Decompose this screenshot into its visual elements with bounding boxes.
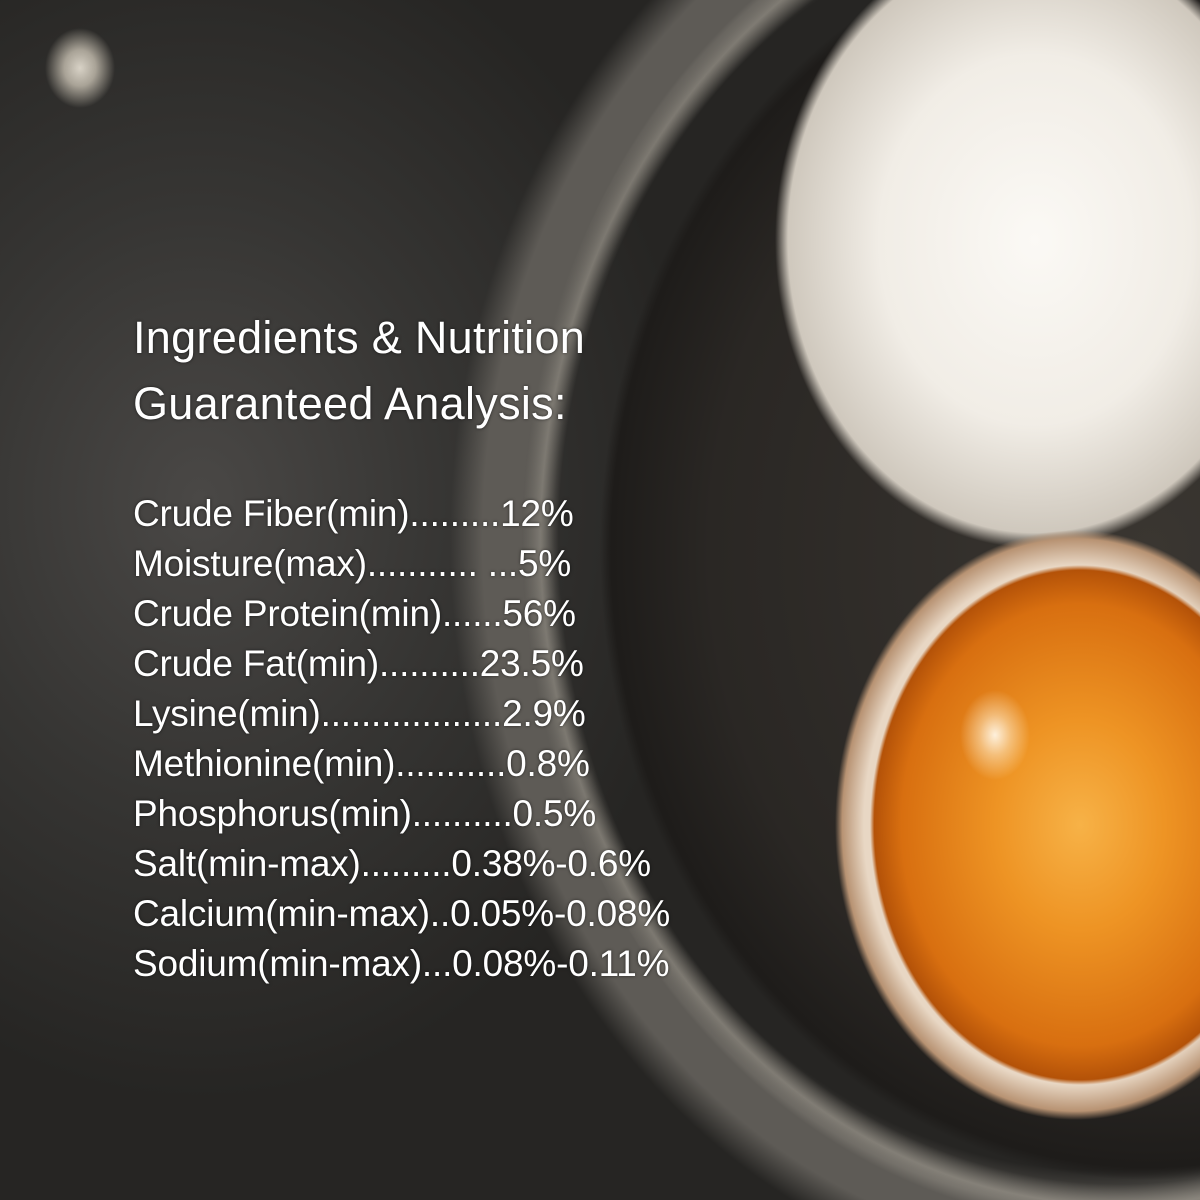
analysis-item: Moisture(max)........... ...5%: [133, 543, 572, 584]
analysis-item: Crude Protein(min)......56%: [133, 593, 576, 634]
analysis-item: Sodium(min-max)...0.08%-0.11%: [133, 943, 670, 984]
analysis-item: Phosphorus(min)..........0.5%: [133, 793, 597, 834]
analysis-item: Salt(min-max).........0.38%-0.6%: [133, 843, 651, 884]
analysis-item: Methionine(min)...........0.8%: [133, 743, 590, 784]
analysis-item: Crude Fiber(min).........12%: [133, 493, 574, 534]
analysis-item: Calcium(min-max)..0.05%-0.08%: [133, 893, 671, 934]
heading-line-2: Guaranteed Analysis:: [133, 378, 567, 429]
analysis-list: Crude Fiber(min).........12% Moisture(ma…: [133, 489, 773, 989]
heading-line-1: Ingredients & Nutrition: [133, 312, 586, 363]
heading: Ingredients & Nutrition Guaranteed Analy…: [133, 305, 773, 437]
analysis-item: Lysine(min)..................2.9%: [133, 693, 586, 734]
analysis-item: Crude Fat(min)..........23.5%: [133, 643, 584, 684]
nutrition-panel: Ingredients & Nutrition Guaranteed Analy…: [133, 305, 773, 989]
